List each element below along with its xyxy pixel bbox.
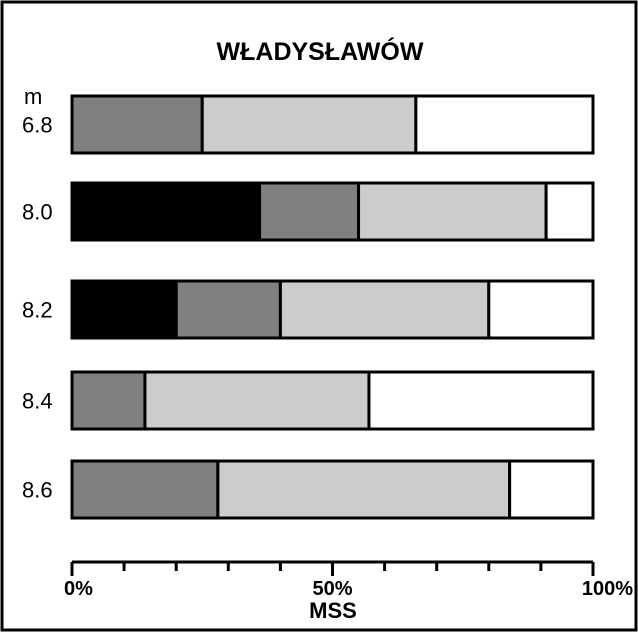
bar-outline-6.8 [70,94,595,155]
x-axis: 0% 50% 100% [64,560,633,600]
y-axis-unit-label: m [24,84,42,109]
category-label: 8.2 [22,298,53,323]
bar-segment-8.6-2 [70,459,220,520]
bar-segment-8.0-3 [357,181,548,242]
bar-outline-8.4 [70,370,595,431]
bar-segment-8.6-3 [216,459,512,520]
bar-outline-8.2 [70,279,595,340]
x-tick-label: 100% [582,578,633,600]
category-label: 8.6 [22,478,53,503]
bar-segment-8.4-4 [367,370,595,431]
category-label: 6.8 [22,113,53,138]
bar-segment-8.4-2 [70,370,147,431]
bar-segment-8.0-1 [70,181,262,242]
category-labels: 6.8 8.0 8.2 8.4 8.6 [22,113,53,503]
bar-segment-8.2-3 [278,279,491,340]
bar-outline-8.6 [70,459,595,520]
bar-outline-8.0 [70,181,595,242]
x-tick-label: 0% [64,578,93,600]
chart-title: WŁADYSŁAWÓW [217,36,424,66]
category-label: 8.4 [22,389,53,414]
bar-segment-8.2-2 [174,279,282,340]
bar-segment-8.0-4 [544,181,595,242]
bar-segment-6.8-2 [70,94,204,155]
bar-segment-8.2-1 [70,279,178,340]
category-label: 8.0 [22,200,53,225]
x-tick-label: 50% [312,578,352,600]
bar-segment-6.8-3 [200,94,418,155]
bar-segment-8.2-4 [487,279,595,340]
x-axis-label: MSS [309,598,357,623]
bar-group [70,94,595,520]
bar-segment-8.4-3 [143,370,371,431]
bar-segment-8.6-4 [508,459,595,520]
bar-segment-6.8-4 [414,94,595,155]
bar-segment-8.0-2 [258,181,361,242]
